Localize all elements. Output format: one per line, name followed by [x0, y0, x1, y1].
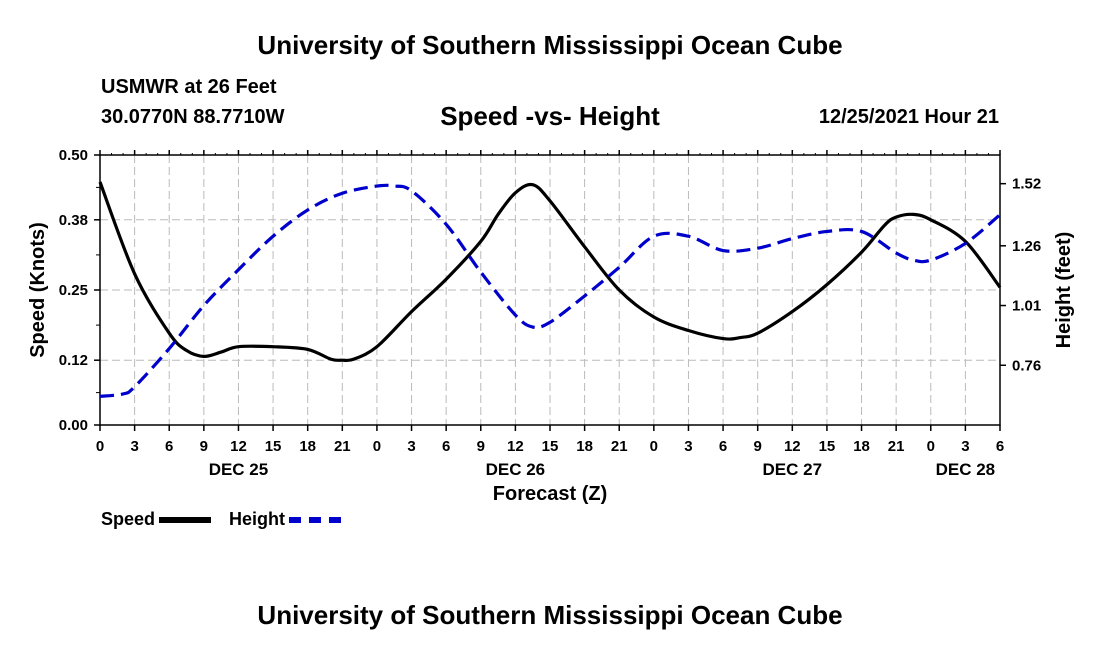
x-tick-label: 0 [927, 438, 935, 455]
x-tick-label: 18 [576, 438, 593, 455]
footer-title: University of Southern Mississippi Ocean… [257, 600, 843, 630]
chart-legend: Speed Height [101, 509, 342, 530]
legend-speed-label: Speed [101, 509, 156, 529]
day-label: DEC 26 [486, 460, 546, 479]
y2-tick-label: 1.26 [1012, 238, 1041, 255]
y-axis-label: Speed (Knots) [27, 222, 49, 358]
x-tick-label: 12 [784, 438, 801, 455]
x-tick-label: 21 [888, 438, 905, 455]
x-tick-label: 6 [719, 438, 727, 455]
series-line-speed [98, 181, 1002, 363]
x-tick-label: 9 [200, 438, 208, 455]
x-tick-label: 12 [507, 438, 524, 455]
x-tick-label: 6 [165, 438, 173, 455]
page-title: University of Southern Mississippi Ocean… [257, 30, 843, 60]
x-tick-label: 15 [542, 438, 559, 455]
x-tick-label: 15 [819, 438, 836, 455]
y-tick-label: 0.38 [59, 212, 88, 229]
grid-lines [100, 155, 1000, 425]
legend-height-label: Height [229, 509, 286, 529]
day-label: DEC 25 [209, 460, 269, 479]
x-tick-label: 18 [853, 438, 870, 455]
y2-axis-label: Height (feet) [1053, 232, 1075, 349]
x-tick-label: 15 [265, 438, 282, 455]
day-label: DEC 27 [763, 460, 823, 479]
x-axis-label: Forecast (Z) [493, 483, 607, 505]
x-tick-label: 9 [754, 438, 762, 455]
y-tick-label: 0.12 [59, 352, 88, 369]
series-lines [98, 181, 1002, 398]
forecast-datetime: 12/25/2021 Hour 21 [818, 106, 999, 128]
y2-tick-label: 0.76 [1012, 357, 1041, 374]
y-tick-label: 0.00 [59, 417, 88, 434]
station-label: USMWR at 26 Feet [101, 76, 277, 98]
legend-speed-swatch [159, 516, 212, 523]
x-tick-label: 21 [334, 438, 351, 455]
x-tick-label: 6 [442, 438, 450, 455]
x-tick-label: 12 [230, 438, 247, 455]
y-tick-label: 0.25 [59, 282, 88, 299]
legend-height-swatch [289, 516, 342, 523]
x-tick-label: 0 [96, 438, 104, 455]
x-tick-label: 3 [130, 438, 138, 455]
x-tick-label: 3 [961, 438, 969, 455]
station-coordinates: 30.0770N 88.7710W [101, 106, 285, 128]
x-tick-label: 0 [650, 438, 658, 455]
x-tick-label: 0 [373, 438, 381, 455]
chart-title: Speed -vs- Height [440, 101, 660, 131]
x-tick-label: 21 [611, 438, 628, 455]
x-tick-label: 3 [407, 438, 415, 455]
x-tick-label: 3 [684, 438, 692, 455]
axis-ticks: 0 3 6 9 12 15 18 21 0 3 6 9 12 15 18 21 0 3 6 9 12 15 18 21 0 3 6 0… [59, 147, 1041, 479]
x-tick-label: 9 [477, 438, 485, 455]
x-tick-label: 6 [996, 438, 1004, 455]
y-tick-label: 0.50 [59, 147, 88, 164]
series-line-height [99, 183, 1002, 398]
day-label: DEC 28 [936, 460, 996, 479]
y2-tick-label: 1.52 [1012, 176, 1041, 193]
y2-tick-label: 1.01 [1012, 298, 1041, 315]
x-tick-label: 18 [299, 438, 316, 455]
